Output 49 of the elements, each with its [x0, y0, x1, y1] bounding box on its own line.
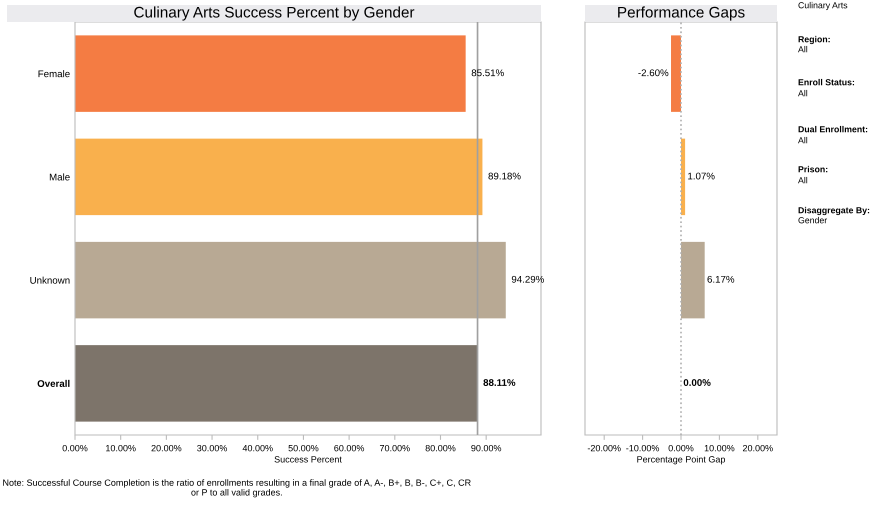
x-tick-label: 40.00% — [242, 444, 273, 452]
bar — [75, 242, 506, 318]
data-label: 6.17% — [707, 276, 734, 283]
data-label: 1.07% — [688, 172, 715, 180]
x-tick-label: 20.00% — [152, 444, 182, 452]
text: All — [798, 176, 808, 184]
x-tick-label: 90.00% — [471, 444, 502, 452]
chart-title: Performance Gaps — [618, 6, 745, 21]
bar — [75, 138, 482, 216]
x-axis-title: Success Percent — [274, 456, 342, 463]
y-tick-label: Overall — [38, 380, 70, 387]
bar — [681, 242, 705, 318]
chart-title: Culinary Arts Success Percent by Gender — [134, 6, 414, 21]
x-tick-label: 70.00% — [380, 444, 410, 452]
x-tick-label: 50.00% — [288, 444, 318, 452]
bar — [75, 35, 466, 112]
x-tick-label: 10.00% — [704, 444, 734, 452]
text: Dual Enrollment: — [798, 126, 868, 132]
data-label: 88.11% — [483, 379, 516, 386]
text: Gender — [798, 216, 828, 224]
text: All — [798, 136, 808, 144]
y-tick-label: Male — [50, 173, 70, 180]
data-label: 0.00% — [684, 379, 711, 386]
y-tick-label: Female — [38, 70, 70, 78]
text: Culinary Arts — [798, 2, 848, 10]
y-tick-label: Unknown — [30, 276, 70, 284]
x-tick-label: 30.00% — [197, 444, 228, 452]
text: Note: Successful Course Completion is the ratio of enrollments resulting in a final grade of A, A-, B+, B, B-, C+, C, CR or P to all valid grades. — [3, 479, 471, 498]
data-label: -2.60% — [638, 69, 668, 76]
text: Enroll Status: — [798, 78, 854, 86]
x-tick-label: -20.00% — [588, 444, 621, 452]
x-axis-title: Percentage Point Gap — [637, 456, 726, 464]
text: All — [798, 46, 808, 52]
x-tick-label: 60.00% — [334, 444, 364, 452]
text: Region: — [798, 36, 830, 44]
text: Prison: — [798, 166, 828, 172]
x-tick-label: -10.00% — [626, 444, 660, 452]
text: All — [798, 90, 808, 96]
x-tick-label: 0.00% — [668, 444, 694, 452]
x-tick-label: 80.00% — [426, 444, 456, 452]
bar — [671, 35, 681, 112]
data-label: 89.18% — [488, 172, 521, 180]
data-label: 85.51% — [472, 69, 504, 76]
x-tick-label: 10.00% — [106, 444, 136, 452]
x-tick-label: 0.00% — [62, 444, 88, 452]
x-tick-label: 20.00% — [742, 444, 773, 452]
bar — [75, 345, 478, 422]
data-label: 94.29% — [512, 276, 544, 283]
text: Disaggregate By: — [798, 206, 870, 216]
